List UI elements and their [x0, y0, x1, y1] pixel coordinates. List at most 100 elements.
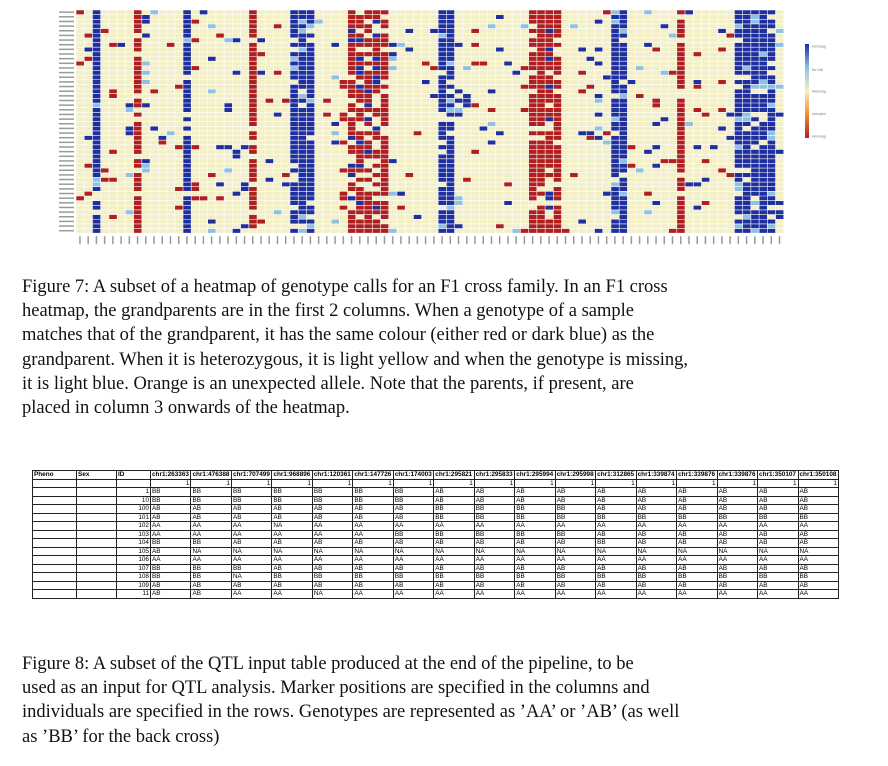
column-label-mark — [605, 236, 608, 245]
heatmap-cell — [380, 158, 389, 164]
heatmap-cell — [306, 93, 315, 99]
heatmap-cell — [503, 61, 513, 66]
heatmap-cell — [701, 177, 710, 183]
table-cell: 1 — [635, 478, 678, 488]
heatmap-cell — [347, 116, 356, 122]
heatmap-cell — [742, 33, 751, 38]
heatmap-cell — [92, 168, 101, 173]
genotype-cell: BB — [392, 529, 435, 539]
heatmap-cell — [767, 33, 776, 38]
genotype-cell: AA — [190, 521, 232, 531]
row-label-mark — [59, 164, 74, 167]
column-label-mark — [704, 236, 707, 245]
heatmap-cell — [454, 200, 463, 206]
genotype-cell: BB — [554, 572, 597, 582]
pheno-cell — [32, 589, 77, 599]
heatmap-cell — [742, 154, 751, 159]
heatmap-cell — [438, 196, 447, 201]
heatmap-cell — [133, 28, 142, 34]
heatmap-cell — [438, 163, 447, 169]
heatmap-cell — [84, 33, 93, 38]
heatmap-cell — [750, 23, 760, 29]
heatmap-cell — [306, 98, 315, 103]
genotype-cell: AA — [230, 555, 273, 565]
genotype-cell: NA — [271, 521, 313, 531]
heatmap-cell — [182, 19, 192, 24]
heatmap-cell — [676, 135, 686, 141]
genotype-cell: AB — [271, 504, 313, 514]
heatmap-cell — [536, 130, 546, 136]
heatmap-cell — [380, 205, 389, 210]
heatmap-cell — [750, 168, 760, 173]
heatmap-cell — [191, 182, 200, 187]
heatmap-cell — [759, 51, 768, 57]
genotype-cell: AA — [554, 555, 597, 565]
genotype-cell: AB — [676, 529, 718, 539]
heatmap-cell — [676, 219, 686, 224]
heatmap-cell — [553, 23, 562, 29]
heatmap-cell — [594, 135, 603, 141]
heatmap-cell — [224, 144, 233, 150]
genotype-cell: NA — [716, 546, 759, 556]
heatmap-cell — [306, 149, 315, 155]
heatmap-cell — [182, 154, 192, 159]
heatmap-cell — [248, 158, 258, 164]
heatmap-cell — [446, 149, 455, 155]
table-header-row: Pheno Sex ID chr1:263363 chr1:476388 chr1:707… — [32, 470, 839, 480]
column-label-mark — [284, 236, 287, 245]
heatmap-cell — [610, 33, 620, 38]
heatmap-cell — [355, 93, 365, 99]
genotype-cell: AA — [514, 521, 556, 531]
heatmap-cell — [248, 223, 258, 229]
heatmap-cell — [742, 121, 751, 127]
genotype-cell: AB — [433, 538, 475, 548]
row-label-mark — [59, 30, 74, 32]
heatmap-cell — [734, 177, 743, 183]
heatmap-cell — [759, 130, 768, 136]
heatmap-cell — [767, 79, 776, 85]
genotype-cell: AA — [716, 521, 759, 531]
qtl-input-table: Pheno Sex ID chr1:263363 chr1:476388 chr1:707… — [32, 470, 839, 599]
column-header: chr1:339876 — [676, 470, 718, 480]
heatmap-cell — [446, 19, 455, 24]
heatmap-cell — [133, 200, 142, 206]
heatmap-cell — [619, 205, 628, 210]
heatmap-cell — [545, 223, 554, 229]
heatmap-cell — [545, 42, 554, 48]
heatmap-cell — [248, 75, 258, 80]
heatmap-cell — [405, 172, 414, 178]
heatmap-cell — [759, 121, 768, 127]
heatmap-cell — [742, 10, 751, 15]
heatmap-cell — [248, 200, 258, 206]
column-header: Pheno — [32, 470, 77, 480]
heatmap-cell — [602, 191, 611, 196]
heatmap-cell — [141, 158, 151, 164]
heatmap-cell — [298, 65, 307, 71]
column-label-mark — [737, 236, 740, 245]
heatmap-cell — [141, 70, 151, 76]
heatmap-cell — [306, 163, 315, 169]
heatmap-cell — [759, 154, 768, 159]
column-label-mark — [556, 236, 559, 245]
heatmap-cell — [347, 209, 356, 215]
heatmap-cell — [742, 84, 751, 90]
sex-cell — [76, 521, 117, 531]
heatmap-cell — [586, 135, 595, 141]
heatmap-cell — [767, 135, 776, 141]
genotype-cell: AB — [716, 495, 759, 505]
heatmap-cell — [545, 61, 554, 66]
heatmap-cell — [76, 61, 85, 66]
heatmap-cell — [676, 107, 686, 113]
heatmap-cell — [289, 103, 299, 108]
heatmap-cell — [92, 177, 101, 183]
heatmap-cell — [578, 47, 587, 52]
heatmap-cell — [446, 228, 455, 234]
column-label-mark — [671, 236, 674, 245]
heatmap-cell — [92, 186, 101, 192]
heatmap-cell — [446, 163, 455, 169]
heatmap-cell — [166, 42, 175, 48]
heatmap-cell — [660, 70, 669, 76]
heatmap-cell — [372, 65, 381, 71]
heatmap-cell — [767, 84, 776, 90]
heatmap-cell — [174, 186, 183, 192]
